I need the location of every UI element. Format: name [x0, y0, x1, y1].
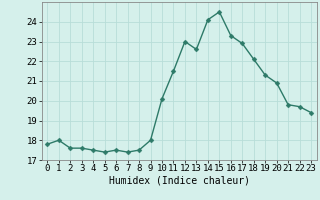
X-axis label: Humidex (Indice chaleur): Humidex (Indice chaleur) — [109, 176, 250, 186]
